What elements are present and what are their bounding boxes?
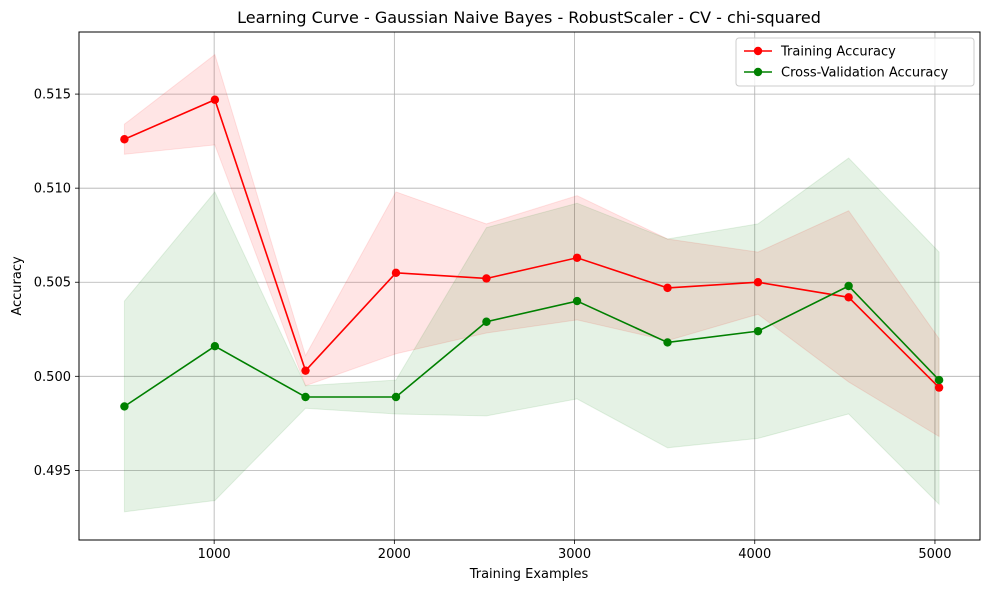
training-accuracy-point <box>753 278 763 287</box>
confidence-bands <box>123 53 940 513</box>
legend-box <box>735 37 975 87</box>
training-accuracy-band <box>123 53 940 438</box>
x-axis-label: Training Examples <box>469 567 589 582</box>
y-tick-label: 0.515 <box>34 88 71 103</box>
y-tick-label: 0.510 <box>34 182 71 197</box>
training-accuracy-point <box>482 274 491 283</box>
cv-accuracy-point <box>934 375 944 385</box>
cv-accuracy-line <box>123 285 940 408</box>
x-tick-label: 5000 <box>918 547 951 562</box>
cv-accuracy-point <box>210 342 220 351</box>
y-axis-label: Accuracy <box>10 256 25 316</box>
legend: Training Accuracy Cross-Validation Accura… <box>735 37 975 87</box>
x-tick-label: 3000 <box>558 547 591 562</box>
training-accuracy-point <box>120 135 129 144</box>
cv-accuracy-point <box>391 392 401 402</box>
cv-accuracy-point <box>753 326 763 336</box>
cv-accuracy-point <box>301 392 310 402</box>
training-accuracy-point <box>572 253 582 262</box>
cv-accuracy-point <box>572 296 582 306</box>
training-accuracy-line <box>124 98 940 389</box>
x-tick-label: 4000 <box>738 547 771 562</box>
chart-title: Learning Curve - Gaussian Naive Bayes - … <box>237 8 821 27</box>
series-lines <box>120 95 944 411</box>
cv-accuracy-point <box>663 338 672 347</box>
training-accuracy-point <box>844 293 853 302</box>
training-accuracy-point <box>301 366 310 375</box>
grid <box>79 32 980 540</box>
legend-training-marker <box>753 46 763 56</box>
training-accuracy-point <box>934 383 944 392</box>
cv-accuracy-band <box>123 157 940 513</box>
cv-accuracy-point <box>482 317 491 326</box>
training-accuracy-point <box>210 95 220 104</box>
legend-training-label: Training Accuracy <box>780 45 896 60</box>
y-tick-label: 0.505 <box>34 276 71 291</box>
x-tick-label: 2000 <box>378 547 411 562</box>
y-tick-label: 0.495 <box>34 464 71 479</box>
cv-accuracy-point <box>844 281 853 291</box>
plot-frame <box>78 31 981 541</box>
x-tick-label: 1000 <box>198 547 231 562</box>
y-tick-label: 0.500 <box>34 370 71 385</box>
training-accuracy-point <box>391 268 401 278</box>
training-accuracy-point <box>663 283 672 293</box>
legend-cv-marker <box>753 67 763 77</box>
axis-ticks: 1000 2000 3000 4000 5000 0.495 0.500 0.505 0.510… <box>34 88 952 562</box>
legend-cv-label: Cross-Validation Accuracy <box>781 66 949 81</box>
cv-accuracy-point <box>120 402 129 411</box>
